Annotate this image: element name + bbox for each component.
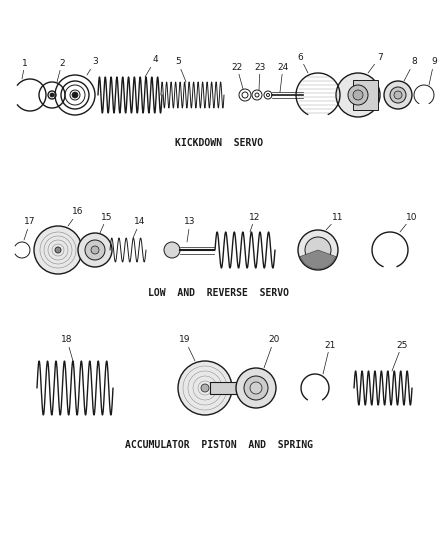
Circle shape	[34, 226, 82, 274]
Circle shape	[348, 85, 368, 105]
Text: LOW  AND  REVERSE  SERVO: LOW AND REVERSE SERVO	[148, 288, 290, 298]
Text: 22: 22	[231, 62, 243, 89]
Text: 6: 6	[297, 52, 308, 73]
Text: 5: 5	[175, 58, 186, 82]
Circle shape	[353, 90, 363, 100]
Text: 20: 20	[264, 335, 280, 368]
Text: 21: 21	[323, 341, 336, 374]
Circle shape	[236, 368, 276, 408]
Text: 12: 12	[249, 213, 261, 232]
Bar	[353, 80, 378, 110]
Text: 16: 16	[68, 207, 84, 226]
Text: 14: 14	[133, 217, 146, 238]
Text: 2: 2	[57, 59, 65, 82]
Text: 7: 7	[368, 52, 383, 73]
Text: 3: 3	[87, 58, 98, 75]
Circle shape	[201, 384, 209, 392]
Circle shape	[91, 246, 99, 254]
Circle shape	[384, 81, 412, 109]
Text: 24: 24	[277, 62, 289, 92]
Circle shape	[164, 242, 180, 258]
Circle shape	[178, 361, 232, 415]
Circle shape	[50, 93, 54, 97]
Text: 10: 10	[400, 213, 418, 232]
Text: 11: 11	[326, 213, 344, 230]
Text: 4: 4	[145, 55, 158, 77]
Circle shape	[336, 73, 380, 117]
Text: 1: 1	[22, 59, 28, 79]
Circle shape	[390, 87, 406, 103]
Text: 15: 15	[100, 213, 113, 233]
Circle shape	[298, 230, 338, 270]
Text: 25: 25	[392, 341, 408, 371]
Circle shape	[250, 382, 262, 394]
Text: KICKDOWN  SERVO: KICKDOWN SERVO	[175, 138, 263, 148]
Wedge shape	[300, 250, 336, 269]
Circle shape	[244, 376, 268, 400]
Text: 23: 23	[254, 62, 266, 90]
Circle shape	[305, 237, 331, 263]
Text: 18: 18	[61, 335, 73, 361]
Text: 13: 13	[184, 217, 196, 242]
Circle shape	[78, 233, 112, 267]
Text: ACCUMULATOR  PISTON  AND  SPRING: ACCUMULATOR PISTON AND SPRING	[125, 440, 313, 450]
Text: 19: 19	[179, 335, 195, 361]
Circle shape	[72, 92, 78, 98]
Bar	[210, 382, 252, 394]
Text: 8: 8	[404, 58, 417, 81]
Circle shape	[394, 91, 402, 99]
Circle shape	[55, 247, 61, 253]
Text: 17: 17	[24, 217, 36, 240]
Circle shape	[85, 240, 105, 260]
Text: 9: 9	[429, 58, 437, 85]
